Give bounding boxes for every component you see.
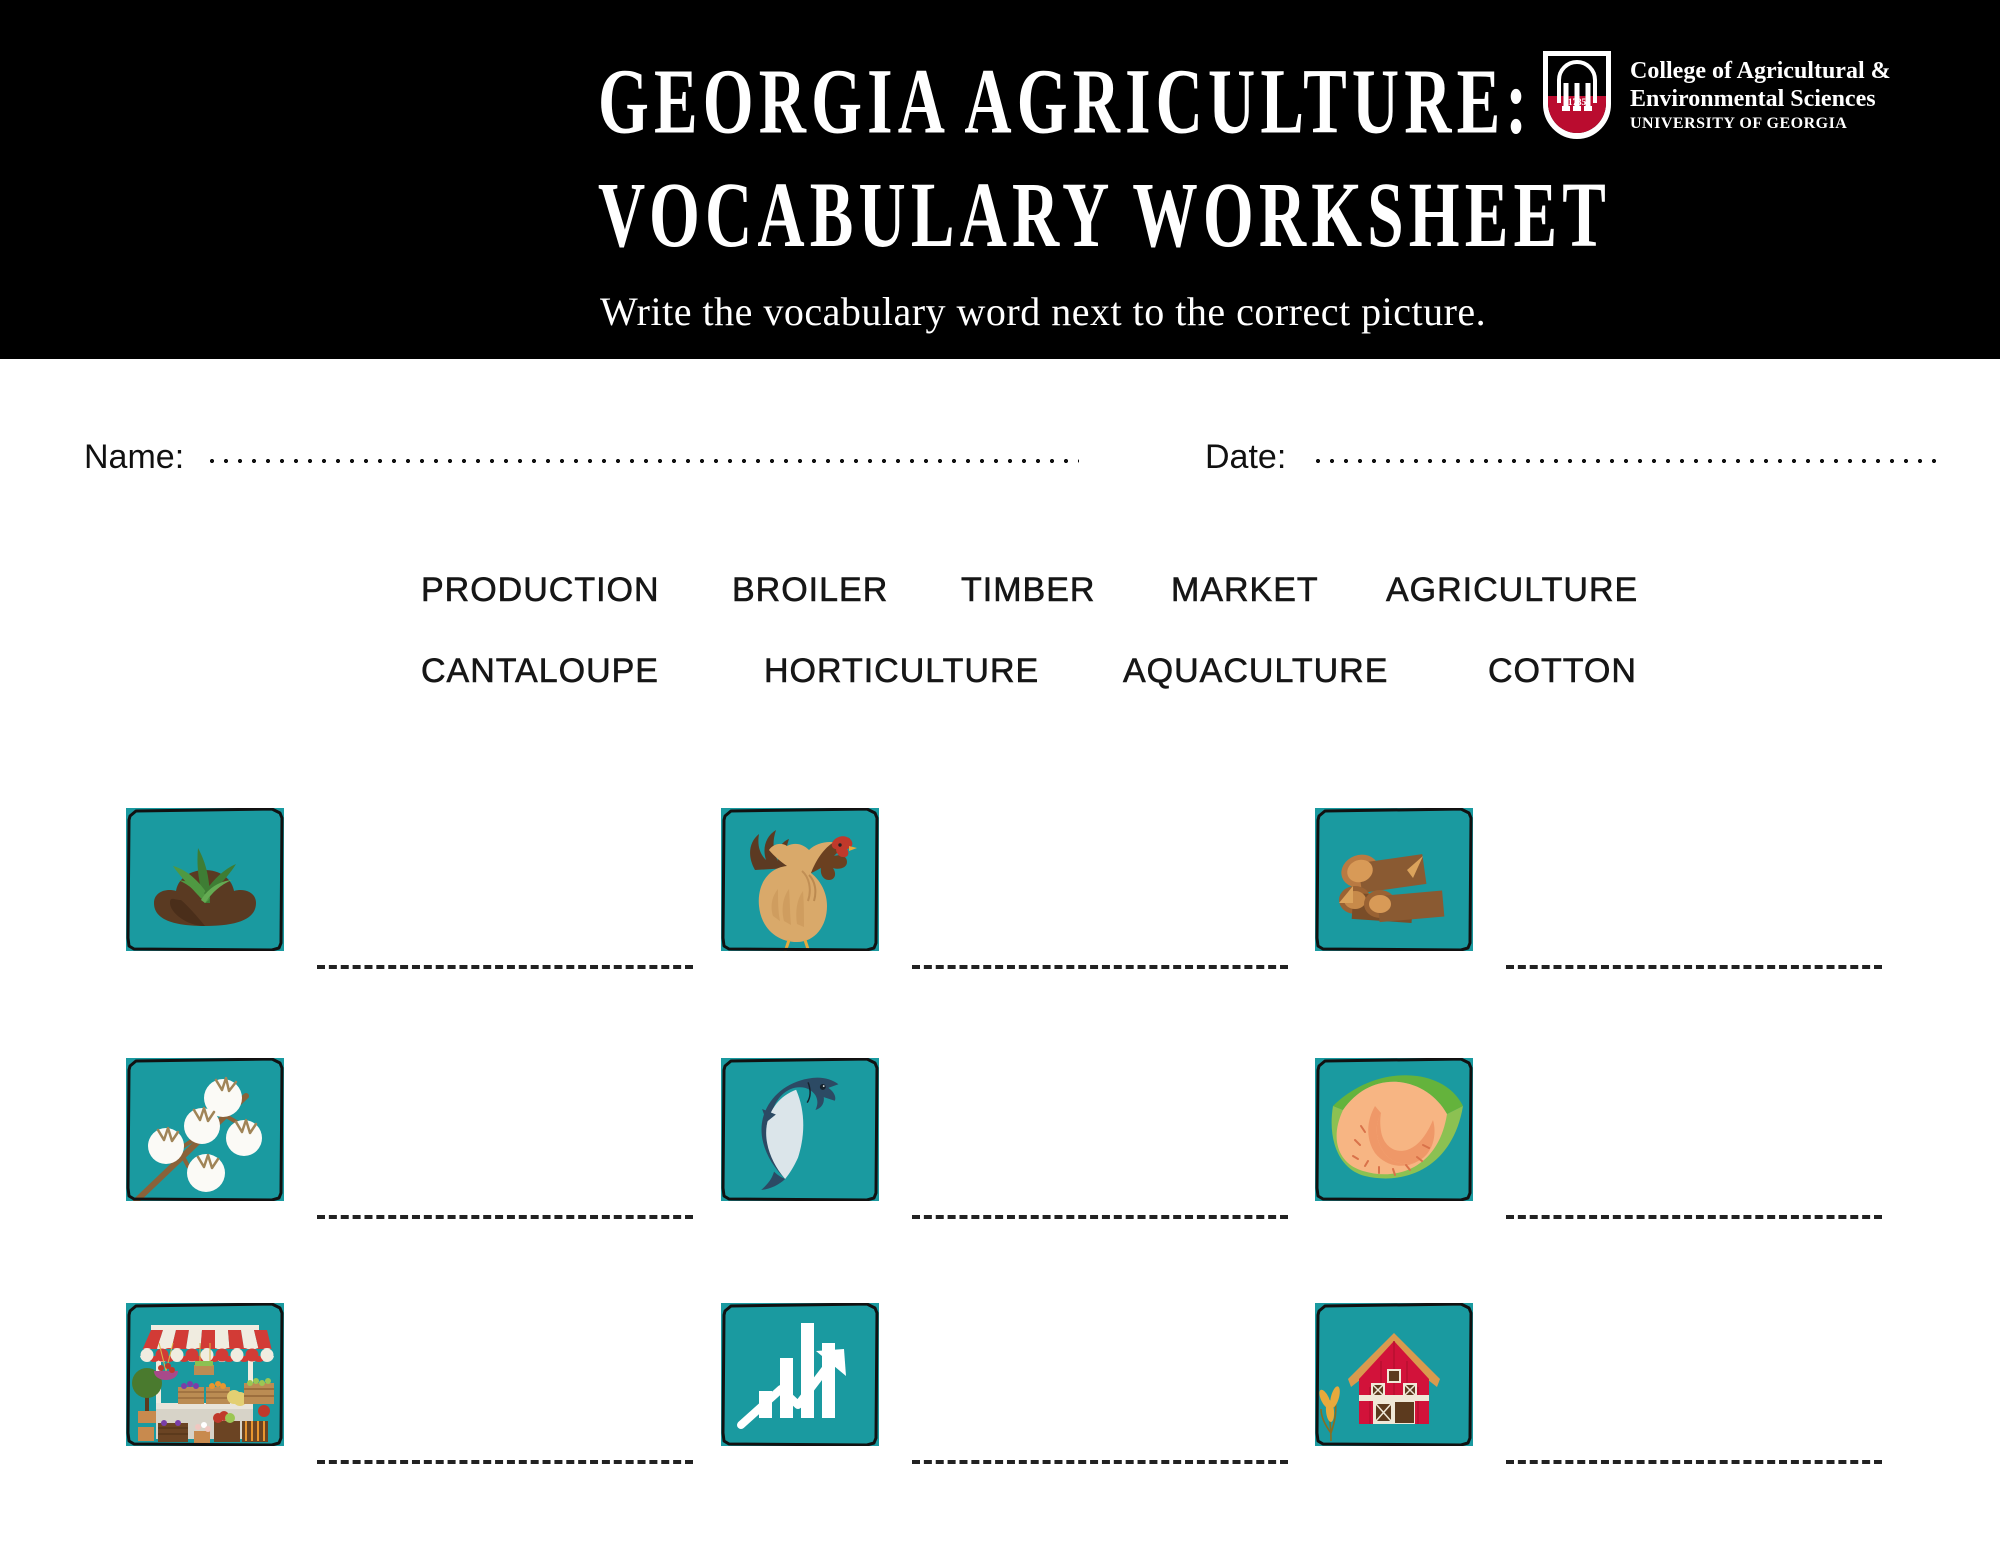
svg-text:UNIVERSITY OF GEORGIA: UNIVERSITY OF GEORGIA bbox=[1630, 115, 1847, 132]
svg-text:1785: 1785 bbox=[1568, 97, 1587, 107]
svg-text:Environmental Sciences: Environmental Sciences bbox=[1630, 86, 1876, 112]
svg-text:College of Agricultural &: College of Agricultural & bbox=[1630, 58, 1891, 84]
